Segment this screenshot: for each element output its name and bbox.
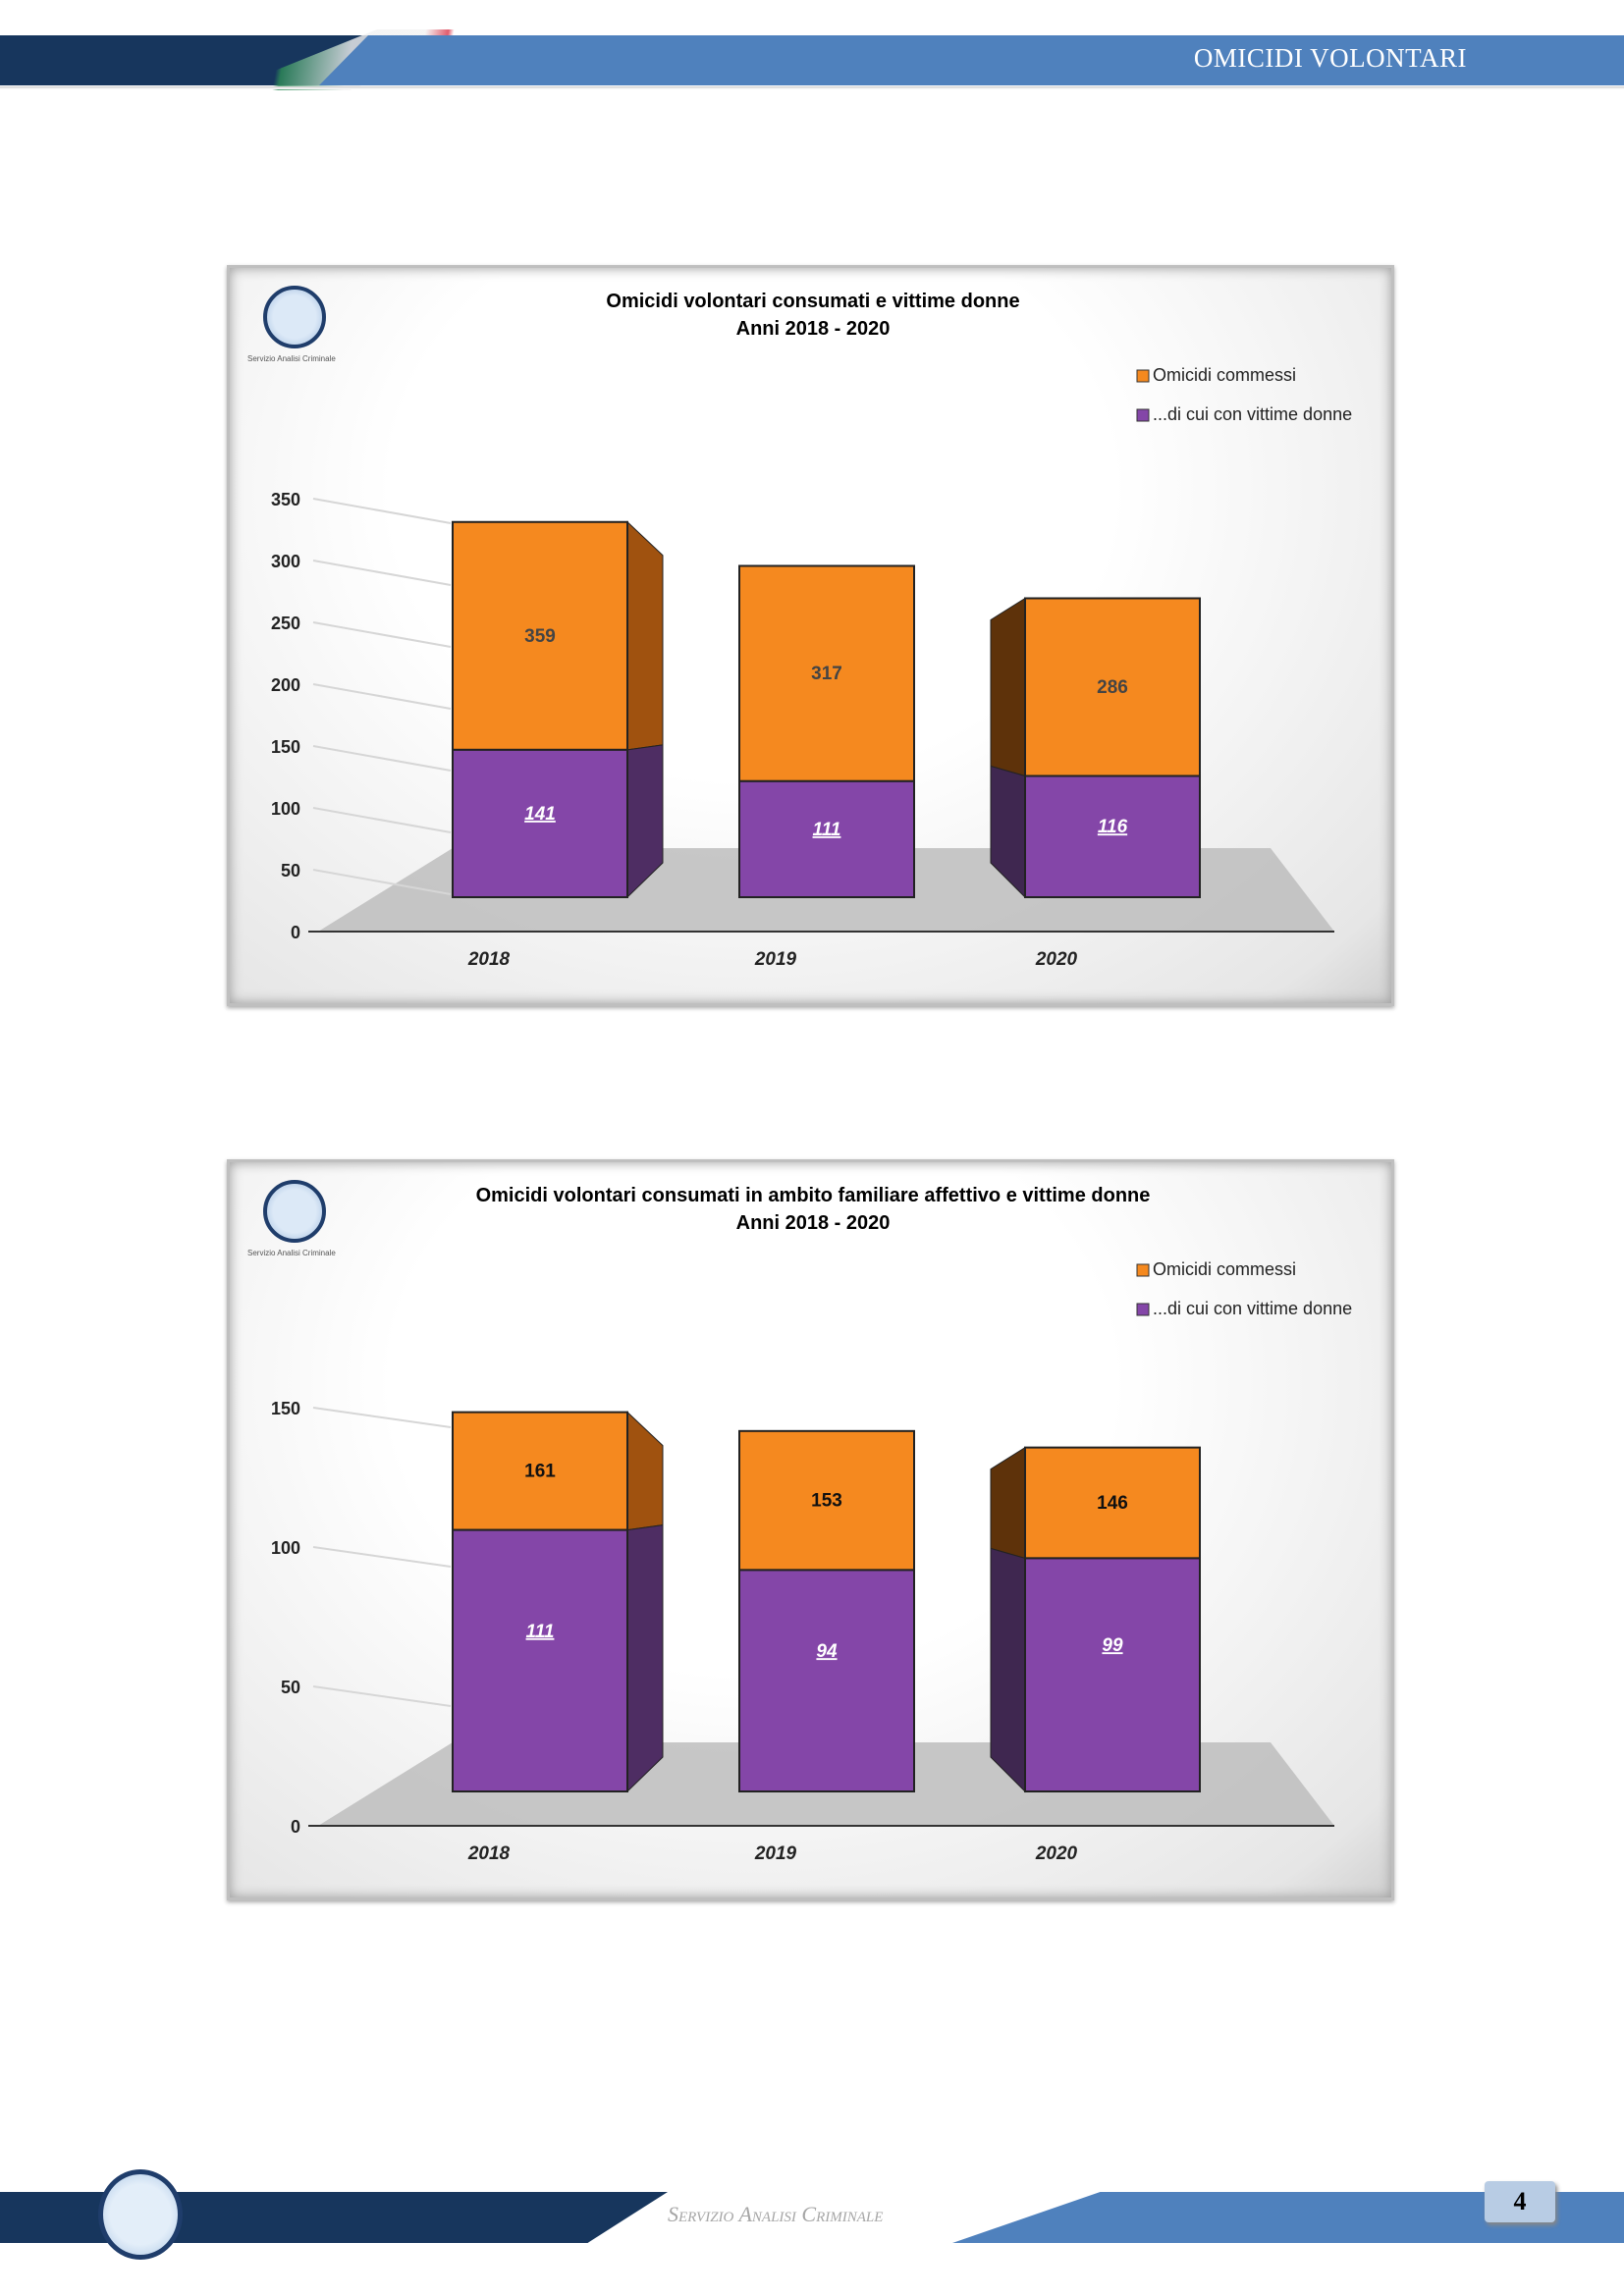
bar-omicidi-commessi	[452, 520, 628, 751]
bar-omicidi-commessi	[1024, 1446, 1201, 1560]
data-label-vittime-donne: 111	[813, 820, 841, 840]
data-label-omicidi: 317	[811, 664, 842, 684]
y-tick-label: 100	[271, 799, 300, 819]
chart-subtitle: Anni 2018 - 2020	[736, 1212, 891, 1234]
data-label-vittime-donne: 94	[816, 1641, 838, 1662]
data-label-omicidi: 146	[1097, 1493, 1128, 1514]
gridline	[312, 807, 452, 833]
y-tick-label: 0	[291, 1817, 300, 1837]
footer-logo-icon	[98, 2169, 183, 2260]
gridline	[312, 869, 452, 895]
gridline	[312, 745, 452, 772]
service-logo-icon	[263, 1180, 326, 1243]
page-number: 4	[1485, 2181, 1555, 2222]
y-tick-label: 250	[271, 614, 300, 633]
y-tick-label: 50	[281, 861, 300, 881]
chart-subtitle: Anni 2018 - 2020	[736, 318, 891, 340]
bar-side-purple	[626, 1524, 664, 1793]
bar-side-orange	[626, 520, 664, 751]
logo-caption: Servizio Analisi Criminale	[247, 1249, 336, 1257]
legend-label: ...di cui con vittime donne	[1153, 1299, 1352, 1318]
bar-vittime-donne	[738, 779, 915, 898]
x-tick-label: 2020	[1035, 949, 1078, 970]
bar-side-orange	[990, 597, 1026, 777]
y-tick-label: 0	[291, 923, 300, 942]
y-tick-label: 150	[271, 1399, 300, 1418]
bar-omicidi-commessi	[1024, 597, 1201, 777]
logo-caption: Servizio Analisi Criminale	[247, 354, 336, 363]
bar-side-orange	[626, 1411, 664, 1531]
y-tick-label: 300	[271, 552, 300, 571]
gridline	[312, 560, 452, 586]
header-band-blue	[319, 35, 1624, 85]
data-label-vittime-donne: 116	[1098, 817, 1128, 837]
service-logo-icon	[263, 286, 326, 348]
gridline	[312, 683, 452, 710]
gridline	[312, 621, 452, 648]
bar-side-orange	[990, 1446, 1026, 1560]
legend-label: ...di cui con vittime donne	[1153, 404, 1352, 424]
chart-omicidi-familiari: Servizio Analisi Criminale Omicidi volon…	[227, 1159, 1394, 1900]
legend-swatch	[1136, 408, 1150, 422]
gridline	[312, 1546, 452, 1568]
x-tick-label: 2020	[1035, 1843, 1078, 1864]
chart-omicidi-volontari: Servizio Analisi Criminale Omicidi volon…	[227, 265, 1394, 1006]
bar-vittime-donne	[738, 1569, 915, 1792]
section-title: OMICIDI VOLONTARI	[1193, 43, 1467, 73]
legend-swatch	[1136, 369, 1150, 383]
bar-vittime-donne	[452, 748, 628, 898]
y-tick-label: 350	[271, 490, 300, 509]
legend-swatch	[1136, 1263, 1150, 1277]
data-label-vittime-donne: 141	[524, 804, 556, 825]
legend-label: Omicidi commessi	[1153, 365, 1296, 385]
x-tick-label: 2018	[467, 949, 511, 970]
bar-omicidi-commessi	[738, 1429, 915, 1572]
y-tick-label: 100	[271, 1538, 300, 1558]
header-divider	[0, 86, 1624, 89]
data-label-omicidi: 161	[524, 1462, 556, 1482]
x-tick-label: 2019	[754, 949, 797, 970]
data-label-omicidi: 359	[524, 626, 556, 647]
bar-vittime-donne	[452, 1528, 628, 1792]
chart-title: Omicidi volontari consumati in ambito fa…	[476, 1185, 1151, 1206]
gridline	[312, 498, 452, 524]
bar-omicidi-commessi	[738, 564, 915, 782]
chart-svg: Omicidi volontari consumati e vittime do…	[271, 291, 1352, 970]
bar-side-purple	[990, 1547, 1026, 1793]
bar-vittime-donne	[1024, 774, 1201, 899]
footer-service-name: Servizio Analisi Criminale	[668, 2202, 884, 2226]
legend-swatch	[1136, 1303, 1150, 1316]
y-tick-label: 50	[281, 1678, 300, 1697]
y-tick-label: 200	[271, 675, 300, 695]
gridline	[312, 1685, 452, 1707]
legend-label: Omicidi commessi	[1153, 1259, 1296, 1279]
chart-title: Omicidi volontari consumati e vittime do…	[606, 291, 1019, 312]
data-label-vittime-donne: 111	[526, 1622, 555, 1642]
x-tick-label: 2018	[467, 1843, 511, 1864]
gridline	[312, 1407, 452, 1428]
data-label-omicidi: 153	[811, 1491, 842, 1512]
bar-vittime-donne	[1024, 1557, 1201, 1792]
chart-svg: Omicidi volontari consumati in ambito fa…	[271, 1185, 1352, 1864]
x-tick-label: 2019	[754, 1843, 797, 1864]
data-label-vittime-donne: 99	[1102, 1635, 1123, 1656]
y-tick-label: 150	[271, 737, 300, 757]
data-label-omicidi: 286	[1097, 677, 1128, 698]
